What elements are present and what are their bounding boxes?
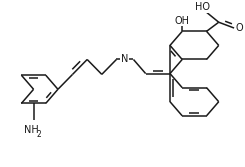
Text: NH: NH: [24, 125, 38, 135]
Text: N: N: [121, 54, 129, 64]
Text: HO: HO: [196, 2, 210, 12]
Text: O: O: [235, 23, 243, 33]
Text: 2: 2: [37, 130, 41, 139]
Text: OH: OH: [175, 16, 190, 26]
